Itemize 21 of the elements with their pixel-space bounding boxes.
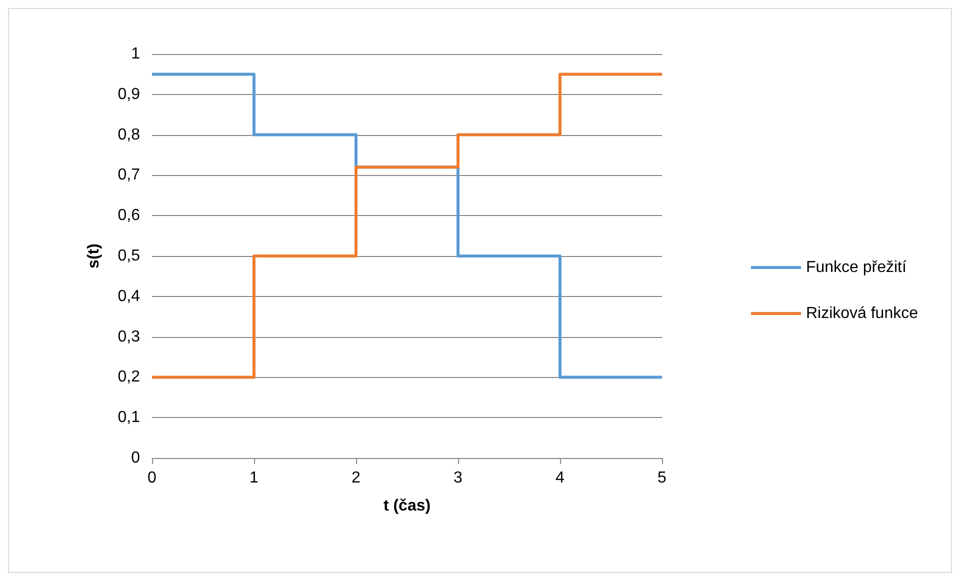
y-tick-label: 0 (131, 450, 140, 466)
y-tick-label: 0,4 (118, 288, 140, 305)
x-tick-label: 2 (352, 470, 361, 486)
y-tick-label: 0,1 (118, 409, 140, 426)
x-tick-label: 1 (250, 470, 259, 486)
y-tick-label: 0,9 (118, 86, 140, 103)
x-tick-label: 0 (148, 470, 157, 486)
x-tick-label: 3 (454, 470, 463, 486)
x-tick-label: 5 (658, 470, 667, 486)
x-tick-label: 4 (556, 470, 565, 486)
y-axis-title: s(t) (86, 244, 102, 268)
y-tick-label: 0,7 (118, 166, 140, 184)
x-axis-title: t (čas) (383, 498, 431, 514)
y-tick-label: 1 (131, 46, 140, 62)
y-tick-label: 0,2 (118, 368, 140, 386)
y-tick-label: 0,6 (118, 207, 140, 224)
y-tick-label: 0,8 (118, 126, 140, 144)
y-tick-label: 0,5 (118, 248, 140, 264)
legend-label: Funkce přežití (806, 259, 907, 276)
legend-label: Riziková funkce (806, 305, 918, 322)
y-tick-label: 0,3 (118, 328, 140, 346)
